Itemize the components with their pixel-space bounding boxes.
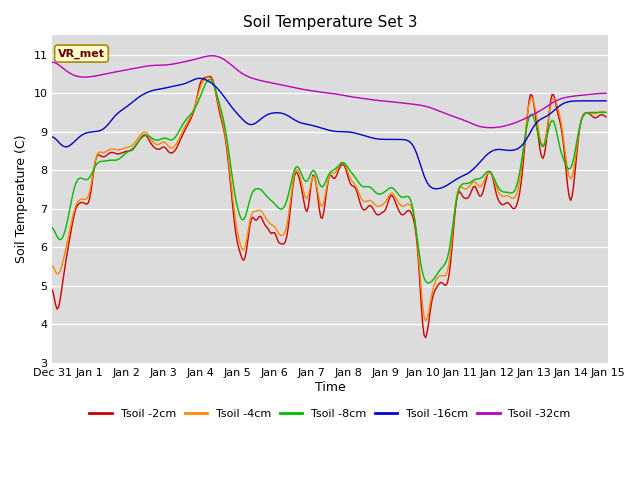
Text: VR_met: VR_met [58,48,105,59]
Tsoil -2cm [215,107,223,113]
Tsoil -16cm [215,87,223,93]
Tsoil -16cm [243,120,251,126]
Tsoil -32cm [207,53,215,59]
Tsoil -4cm [204,74,212,80]
Tsoil -32cm [116,68,124,74]
Tsoil -8cm [234,204,241,210]
Tsoil -8cm [602,109,610,115]
Line: Tsoil -16cm: Tsoil -16cm [52,78,606,189]
Tsoil -16cm [49,134,56,140]
Tsoil -32cm [292,85,300,91]
Line: Tsoil -8cm: Tsoil -8cm [52,79,606,283]
X-axis label: Time: Time [315,381,346,394]
Tsoil -8cm [215,99,223,105]
Tsoil -8cm [116,155,124,161]
Tsoil -2cm [49,287,56,293]
Tsoil -2cm [116,151,124,156]
Tsoil -16cm [602,98,610,104]
Line: Tsoil -32cm: Tsoil -32cm [52,56,606,128]
Tsoil -32cm [243,73,251,79]
Tsoil -4cm [422,318,429,324]
Tsoil -16cm [433,186,440,192]
Tsoil -32cm [575,93,582,98]
Tsoil -4cm [49,263,56,269]
Tsoil -8cm [243,209,251,215]
Tsoil -32cm [215,54,223,60]
Tsoil -16cm [234,111,241,117]
Tsoil -32cm [234,67,241,73]
Tsoil -16cm [575,98,582,104]
Tsoil -8cm [425,280,433,286]
Tsoil -2cm [602,114,610,120]
Tsoil -2cm [243,245,251,251]
Tsoil -2cm [575,136,582,142]
Tsoil -4cm [292,167,300,173]
Tsoil -16cm [292,118,300,124]
Tsoil -16cm [116,108,124,114]
Tsoil -4cm [602,109,610,115]
Tsoil -8cm [292,164,300,170]
Tsoil -4cm [575,133,582,139]
Tsoil -4cm [234,229,241,235]
Tsoil -8cm [49,225,56,231]
Tsoil -4cm [116,146,124,152]
Tsoil -2cm [292,169,300,175]
Tsoil -16cm [196,75,204,81]
Tsoil -2cm [234,240,241,246]
Title: Soil Temperature Set 3: Soil Temperature Set 3 [243,15,417,30]
Legend: Tsoil -2cm, Tsoil -4cm, Tsoil -8cm, Tsoil -16cm, Tsoil -32cm: Tsoil -2cm, Tsoil -4cm, Tsoil -8cm, Tsoi… [85,404,575,423]
Tsoil -32cm [486,125,494,131]
Tsoil -32cm [49,59,56,65]
Tsoil -32cm [602,90,610,96]
Line: Tsoil -4cm: Tsoil -4cm [52,77,606,321]
Tsoil -4cm [215,103,223,109]
Tsoil -8cm [206,76,214,82]
Tsoil -2cm [206,73,214,79]
Tsoil -8cm [575,130,582,136]
Line: Tsoil -2cm: Tsoil -2cm [52,76,606,337]
Tsoil -4cm [243,236,251,242]
Tsoil -2cm [422,335,429,340]
Y-axis label: Soil Temperature (C): Soil Temperature (C) [15,135,28,264]
